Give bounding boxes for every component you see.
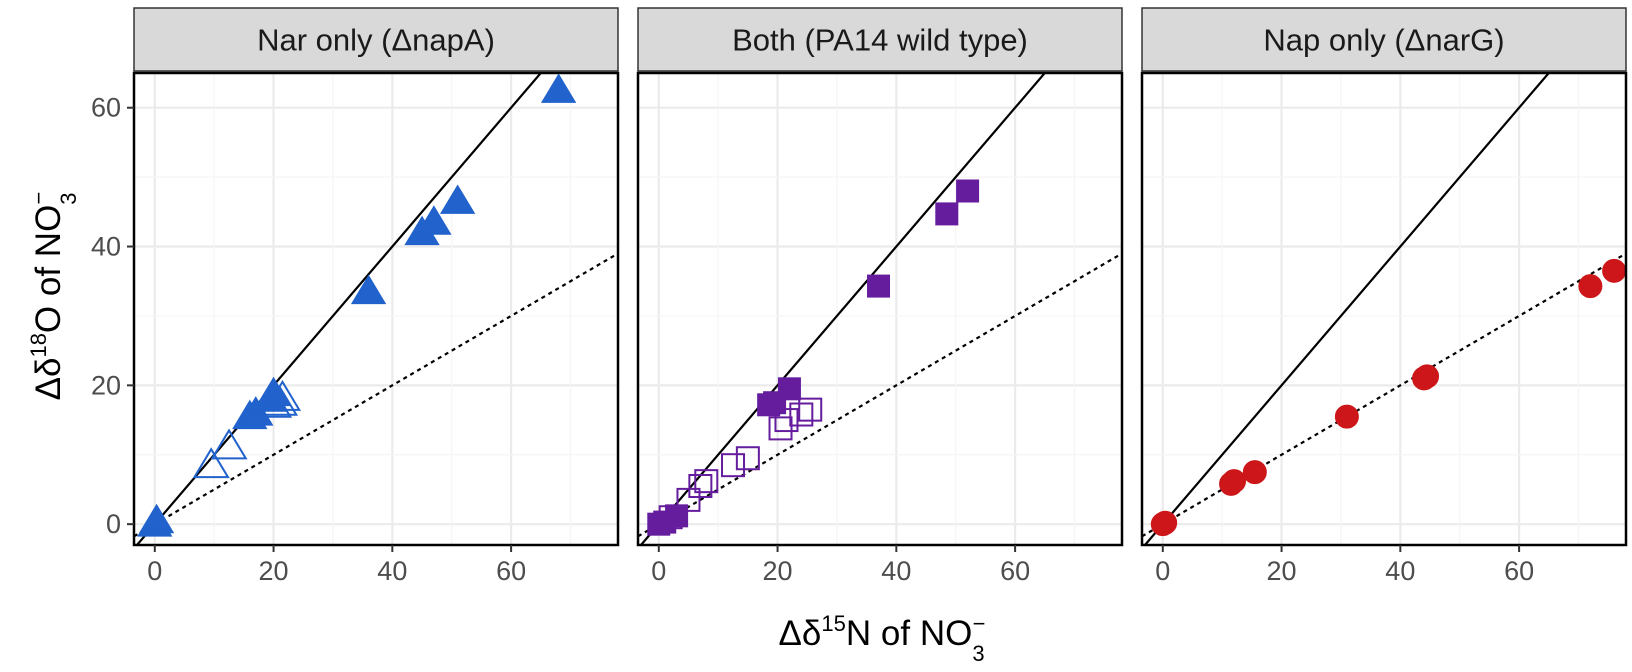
open-square-point — [735, 446, 760, 471]
open-triangle-point — [210, 428, 248, 460]
reference-line-solid — [1143, 73, 1551, 545]
filled-triangle-point — [540, 73, 577, 103]
filled-triangle-point — [439, 184, 476, 214]
x-tick-label: 0 — [651, 556, 666, 586]
filled-square-point — [935, 202, 959, 226]
open-square-point — [768, 416, 793, 441]
filled-triangle-point — [350, 274, 387, 305]
x-tick-label: 60 — [496, 556, 526, 586]
open-square-point — [688, 474, 713, 498]
filled-circle-point — [1222, 469, 1247, 494]
panel-title: Both (PA14 wild type) — [732, 23, 1028, 58]
y-tick-label: 60 — [91, 93, 121, 123]
reference-line-solid — [639, 73, 1047, 545]
filled-square-point — [777, 377, 801, 401]
y-tick-label: 40 — [91, 232, 121, 262]
y-axis-title: Δδ18O of NO3− — [26, 192, 81, 401]
y-tick-label: 20 — [91, 370, 121, 400]
data-points — [647, 179, 980, 536]
panel-border — [1140, 71, 1628, 547]
y-tick-label: 0 — [106, 509, 121, 539]
filled-circle-point — [1602, 258, 1626, 283]
plot-background — [1142, 73, 1626, 545]
x-tick-label: 0 — [147, 556, 162, 586]
open-square-point — [694, 469, 719, 494]
panel-strip — [133, 7, 619, 72]
filled-square-point — [665, 504, 689, 528]
x-tick-label: 20 — [259, 556, 289, 586]
open-square-point — [774, 408, 799, 433]
panels-group: Nar only (ΔnapA) Both (PA14 wild type) Nap… — [132, 7, 1628, 547]
reference-lines — [1142, 73, 1626, 545]
panel-title: Nar only (ΔnapA) — [257, 23, 495, 58]
panel-border — [132, 71, 620, 547]
panel-strip — [1141, 7, 1627, 72]
panel-3: Nap only (ΔnarG) — [1140, 7, 1628, 547]
filled-triangle-point — [255, 376, 292, 407]
filled-square-point — [956, 179, 980, 203]
grid — [638, 73, 1122, 545]
x-tick-label: 60 — [1504, 556, 1534, 586]
open-square-point — [789, 402, 814, 427]
panel-strip — [637, 7, 1123, 72]
filled-circle-point — [1415, 364, 1440, 389]
plot-background — [134, 73, 618, 545]
x-tick-label: 40 — [881, 556, 911, 586]
x-tick-label: 60 — [1000, 556, 1030, 586]
filled-circle-point — [1153, 510, 1178, 535]
reference-line-dotted — [1142, 252, 1626, 538]
panel-2: Both (PA14 wild type) — [636, 7, 1124, 547]
data-points — [137, 73, 577, 537]
x-tick-label: 40 — [1385, 556, 1415, 586]
x-axis-title: Δδ15N of NO3− — [779, 611, 986, 666]
filled-circle-point — [1242, 460, 1267, 485]
panel-title: Nap only (ΔnarG) — [1263, 23, 1504, 58]
reference-line-dotted — [134, 252, 618, 538]
filled-square-point — [867, 274, 891, 298]
filled-triangle-point — [416, 205, 452, 235]
open-triangle-point — [192, 447, 230, 479]
x-tick-label: 40 — [377, 556, 407, 586]
panel-border — [636, 71, 1124, 547]
filled-circle-point — [1578, 274, 1603, 299]
y-tick-labels: 0 20 40 60 — [91, 93, 134, 539]
filled-triangle-point — [138, 503, 175, 534]
filled-circle-point — [1334, 404, 1359, 429]
panel-1: Nar only (ΔnapA) — [132, 7, 620, 547]
reference-lines — [638, 73, 1122, 545]
open-square-point — [798, 397, 823, 422]
reference-line-dotted — [638, 252, 1122, 538]
x-tick-label: 20 — [763, 556, 793, 586]
open-square-point — [721, 453, 746, 478]
data-points — [1150, 258, 1626, 537]
grid — [134, 73, 618, 545]
x-tick-label: 0 — [1155, 556, 1170, 586]
x-tick-labels: 0 20 40 60 0 20 40 60 0 20 40 60 — [147, 545, 1534, 586]
x-tick-label: 20 — [1267, 556, 1297, 586]
